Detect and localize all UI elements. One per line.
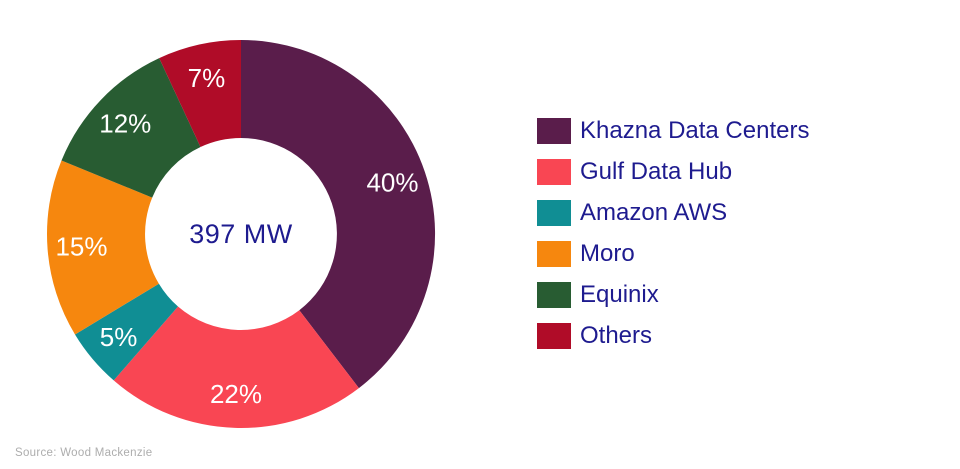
- donut-slice-equinix: [61, 58, 201, 198]
- legend-swatch: [537, 240, 571, 267]
- donut-slice-amazon-aws: [75, 283, 178, 381]
- legend-item: Moro: [537, 240, 809, 267]
- legend-swatch: [537, 158, 571, 185]
- legend-item: Amazon AWS: [537, 199, 809, 226]
- source-note: Source: Wood Mackenzie: [15, 447, 153, 459]
- legend-item: Gulf Data Hub: [537, 158, 809, 185]
- donut-center-label: 397 MW: [189, 219, 293, 249]
- legend-label: Khazna Data Centers: [580, 117, 810, 144]
- legend-item: Others: [537, 322, 809, 349]
- slice-value-label: 7%: [188, 63, 226, 93]
- slice-value-label: 5%: [100, 322, 138, 352]
- legend-swatch: [537, 322, 571, 349]
- legend-item: Khazna Data Centers: [537, 117, 809, 144]
- slice-value-label: 12%: [99, 109, 151, 139]
- legend-label: Gulf Data Hub: [580, 158, 733, 185]
- legend-swatch: [537, 199, 571, 226]
- donut-slice-khazna-data-centers: [241, 39, 436, 389]
- legend-swatch: [537, 281, 571, 308]
- donut-slice-others: [159, 40, 241, 147]
- legend-label: Moro: [580, 240, 635, 267]
- legend-label: Amazon AWS: [580, 199, 728, 226]
- donut-slice-moro: [46, 160, 159, 335]
- legend-label: Others: [580, 322, 653, 349]
- slice-value-label: 22%: [210, 379, 262, 409]
- legend-label: Equinix: [580, 281, 659, 308]
- donut-chart: 40% 22% 5% 15% 12% 7%: [46, 39, 436, 429]
- slice-value-label: 40%: [366, 168, 418, 198]
- legend-swatch: [537, 117, 571, 144]
- legend-item: Equinix: [537, 281, 809, 308]
- legend: Khazna Data Centers Gulf Data Hub Amazon…: [537, 117, 809, 363]
- slice-value-label: 15%: [55, 231, 107, 261]
- donut-slice-gulf-data-hub: [113, 306, 359, 429]
